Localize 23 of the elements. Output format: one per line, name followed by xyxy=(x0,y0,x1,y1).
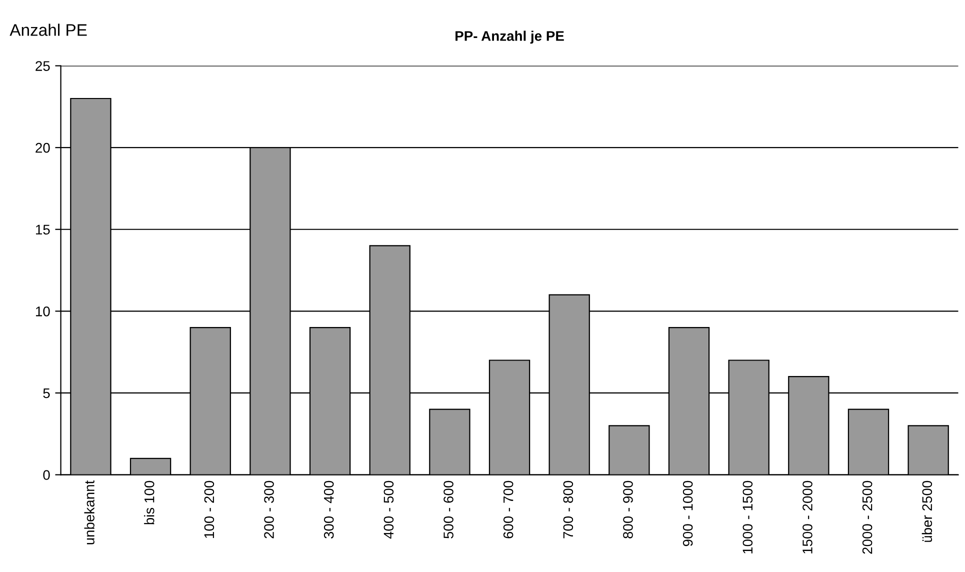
x-tick-label: 900 - 1000 xyxy=(682,480,693,546)
x-tick-label: 200 - 300 xyxy=(264,480,274,538)
x-tick-label: 1500 - 2000 xyxy=(802,480,812,554)
y-tick-label: 25 xyxy=(36,61,50,71)
y-tick-label: 10 xyxy=(36,306,50,316)
x-tick-label: 100 - 200 xyxy=(204,480,214,538)
y-tick-label: 20 xyxy=(36,142,50,153)
y-tick-label: 5 xyxy=(43,388,50,398)
x-tick-label: 2000 - 2500 xyxy=(862,480,872,554)
x-tick-label: 500 - 600 xyxy=(444,480,454,538)
x-tick-label: 600 - 700 xyxy=(503,480,514,538)
y-tick-label: 0 xyxy=(43,470,50,480)
x-tick-label: über 2500 xyxy=(922,480,932,542)
chart-title: PP- Anzahl je PE xyxy=(456,30,564,44)
x-tick-label: 300 - 400 xyxy=(324,480,334,538)
y-tick-label: 15 xyxy=(36,224,50,235)
x-tick-label: 700 - 800 xyxy=(563,480,574,538)
y-axis-title: Anzahl PE xyxy=(10,24,87,36)
x-tick-label: 400 - 500 xyxy=(384,480,394,539)
x-tick-label: 1000 - 1500 xyxy=(742,480,753,554)
x-tick-label: 800 - 900 xyxy=(623,480,633,538)
x-tick-label: bis 100 xyxy=(144,480,154,524)
x-tick-label: unbekannt xyxy=(84,480,94,544)
